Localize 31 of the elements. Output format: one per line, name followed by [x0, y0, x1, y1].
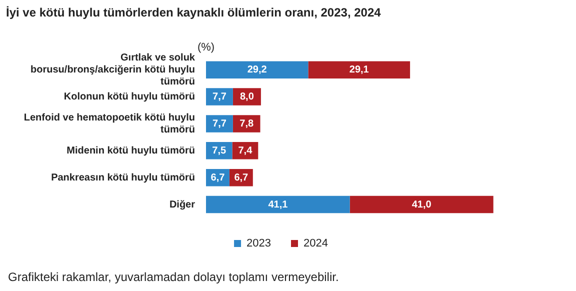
data-label: 41,1: [268, 199, 288, 210]
bar: [232, 115, 260, 132]
data-label: 7,4: [238, 145, 253, 156]
data-label: 7,7: [212, 118, 227, 130]
y-tick-label: Midenin kötü huylu tümörü: [66, 145, 195, 156]
bar: [350, 196, 494, 214]
bar: [206, 88, 233, 106]
chart-title: İyi ve kötü huylu tümörlerden kaynaklı ölümlerin oranı, 2023, 2024: [6, 6, 382, 20]
bar: [206, 115, 233, 132]
bar: [206, 142, 232, 160]
y-tick-label: Diğer: [169, 199, 196, 210]
text: (%): [197, 41, 215, 54]
data-label: 29,2: [247, 64, 268, 76]
data-label: 6,7: [210, 172, 226, 184]
data-label: 7,8: [240, 118, 254, 130]
data-label: 7,7: [212, 92, 227, 103]
data-label: 8,0: [240, 92, 254, 103]
text: Grafikteki rakamlar, yuvarlamadan dolayı toplamı vermeyebilir.: [8, 270, 339, 284]
legend-label: 2024: [304, 238, 328, 250]
bar: [206, 196, 350, 214]
y-tick-label: Pankreasın kötü huylu tümörü: [51, 172, 195, 184]
y-tick-label: Gırtlak ve soluk borusu/bronş/akciğerin kötü huylu tümörü: [30, 52, 196, 88]
bar: [308, 61, 410, 78]
data-label: 7,5: [212, 145, 227, 156]
bar: [206, 61, 308, 78]
legend-label: 2023: [246, 238, 272, 250]
data-label: 6,7: [234, 172, 249, 184]
data-label: 41,0: [412, 199, 432, 210]
y-tick-label: Kolonun kötü huylu tümörü: [64, 92, 195, 103]
y-tick-label: Lenfoid ve hematopoetik kötü huylu tümörü: [24, 112, 195, 136]
data-label: 29,1: [349, 64, 370, 76]
